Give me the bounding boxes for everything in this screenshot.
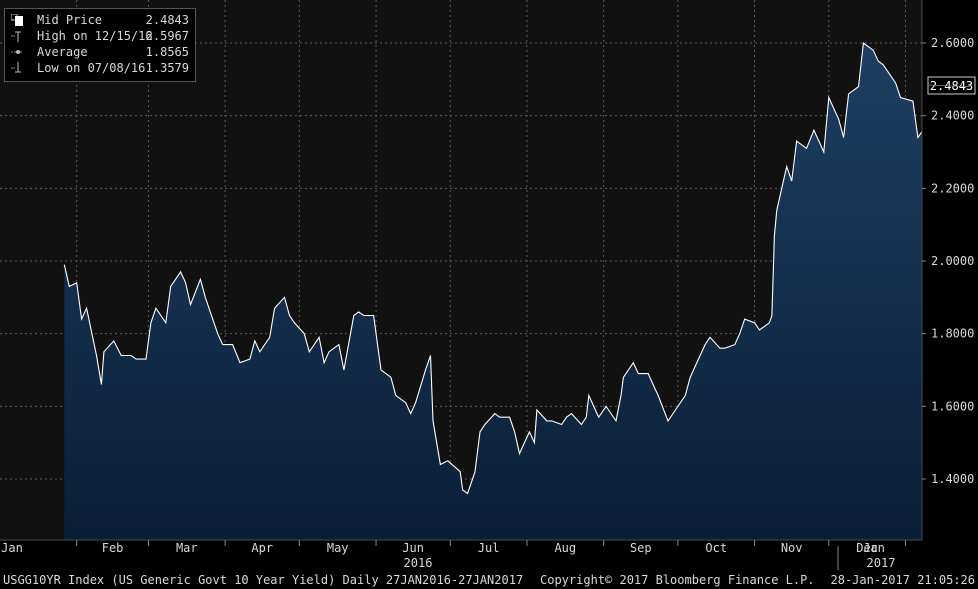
price-area-fill — [64, 43, 970, 540]
legend-label: Average — [37, 45, 88, 59]
x-year-label: 2017 — [867, 556, 896, 570]
legend-row-high: High on 12/15/16 2.5967 — [5, 28, 195, 44]
legend-row-low: Low on 07/08/16 1.3579 — [5, 60, 195, 76]
x-tick-label: Sep — [630, 541, 652, 555]
x-tick-label: Apr — [251, 541, 273, 555]
high-marker-icon — [11, 30, 23, 42]
y-tick-label: 1.8000 — [931, 327, 974, 341]
y-tick-label: 2.2000 — [931, 181, 974, 195]
legend-row-average: Average 1.8565 — [5, 44, 195, 60]
chart-footer: USGG10YR Index (US Generic Govt 10 Year … — [0, 571, 978, 589]
x-tick-label: Aug — [554, 541, 576, 555]
x-tick-label: Nov — [781, 541, 803, 555]
x-year-label: 2016 — [404, 556, 433, 570]
x-tick-label: Mar — [176, 541, 198, 555]
legend-row-mid-price: Mid Price 2.4843 — [5, 12, 195, 28]
x-tick-label: Jan — [863, 541, 885, 555]
low-marker-icon — [11, 62, 23, 74]
x-tick-label: Feb — [102, 541, 124, 555]
y-tick-label: 1.4000 — [931, 472, 974, 486]
legend-label: High on 12/15/16 — [37, 29, 153, 43]
legend-value: 1.3579 — [145, 61, 189, 75]
average-marker-icon — [11, 46, 23, 58]
legend-value: 2.5967 — [145, 29, 189, 43]
price-line — [63, 41, 971, 495]
x-tick-label: Oct — [705, 541, 727, 555]
legend-label: Mid Price — [37, 13, 103, 27]
y-tick-label: 2.6000 — [931, 36, 974, 50]
x-tick-label: Dec — [856, 541, 878, 555]
x-tick-label: Jan — [1, 541, 23, 555]
y-tick-label: 2.0000 — [931, 254, 974, 268]
price-chart: 1.4000 1.6000 1.8000 2.0000 2.2000 2.4000 2.60… — [0, 0, 978, 571]
y-tick-label: 2.4000 — [931, 109, 974, 123]
y-tick-label: 1.6000 — [931, 399, 974, 413]
footer-timestamp: 28-Jan-2017 21:05:26 — [830, 573, 976, 587]
chart-legend: Mid Price 2.4843 High on 12/15/16 2.5967… — [4, 8, 196, 82]
x-axis-background — [0, 540, 978, 571]
legend-value: 1.8565 — [145, 45, 189, 59]
footer-copyright: Copyright© 2017 Bloomberg Finance L.P. — [540, 573, 815, 587]
x-axis: Jan Feb Mar Apr May Jun Jul Aug Sep Oct Nov DecJan2… — [1, 540, 906, 570]
x-tick-label: Jun — [402, 541, 424, 555]
x-tick-label: Jul — [478, 541, 500, 555]
footer-security-description: USGG10YR Index (US Generic Govt 10 Year … — [3, 573, 524, 587]
square-icon — [10, 13, 23, 26]
last-price-connector — [927, 84, 970, 87]
last-price-marker: 2.4843 — [927, 76, 976, 95]
legend-label: Low on 07/08/16 — [37, 61, 146, 75]
x-tick-label: May — [327, 541, 349, 555]
legend-value: 2.4843 — [145, 13, 189, 27]
y-axis: 1.4000 1.6000 1.8000 2.0000 2.2000 2.4000 2.60… — [922, 36, 974, 486]
